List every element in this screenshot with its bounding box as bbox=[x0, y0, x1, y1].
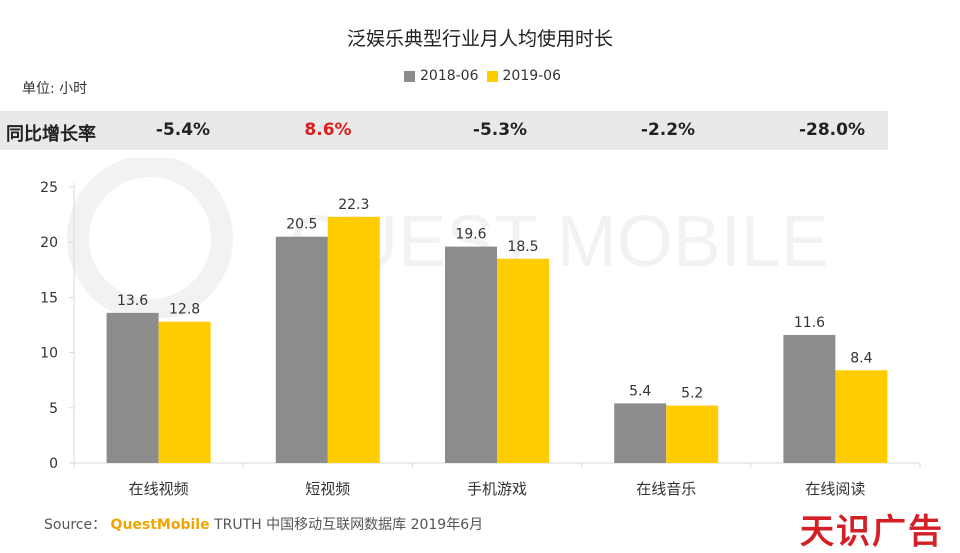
data-label: 22.3 bbox=[338, 197, 369, 213]
data-label: 19.6 bbox=[455, 227, 486, 243]
data-label: 8.4 bbox=[850, 350, 872, 366]
legend-item-2019: 2019-06 bbox=[486, 68, 562, 84]
x-tick-label: 在线音乐 bbox=[636, 480, 696, 498]
bar-2018-06-0 bbox=[106, 312, 159, 463]
x-tick-label: 手机游戏 bbox=[467, 480, 527, 498]
y-tick-label: 20 bbox=[40, 235, 58, 251]
bar-2018-06-1 bbox=[275, 236, 328, 463]
data-label: 20.5 bbox=[286, 217, 317, 233]
source-prefix: Source： bbox=[44, 517, 107, 533]
growth-value-short-video: 8.6% bbox=[304, 120, 352, 140]
data-label: 18.5 bbox=[507, 239, 538, 255]
watermark: QUEST MOBILE bbox=[67, 158, 829, 318]
x-tick-label: 在线阅读 bbox=[805, 480, 865, 498]
bar-2019-06-4 bbox=[835, 370, 888, 463]
data-label: 12.8 bbox=[169, 302, 200, 318]
x-tick-label: 短视频 bbox=[305, 480, 350, 498]
source-text: TRUTH 中国移动互联网数据库 2019年6月 bbox=[214, 517, 484, 533]
source-brand: QuestMobile bbox=[110, 517, 210, 533]
growth-label: 同比增长率 bbox=[6, 124, 96, 145]
data-label: 5.4 bbox=[629, 383, 651, 399]
legend-label-2019: 2019-06 bbox=[502, 68, 562, 84]
bar-2019-06-3 bbox=[666, 405, 719, 463]
y-tick-label: 5 bbox=[49, 401, 58, 417]
bar-2018-06-2 bbox=[445, 246, 497, 463]
y-tick-label: 25 bbox=[40, 180, 58, 196]
bar-2019-06-2 bbox=[497, 258, 549, 463]
growth-value-online-video: -5.4% bbox=[155, 120, 211, 140]
y-tick-label: 15 bbox=[40, 290, 58, 306]
x-tick-label: 在线视频 bbox=[129, 480, 189, 498]
bar-2018-06-4 bbox=[783, 334, 836, 463]
growth-value-online-reading: -28.0% bbox=[798, 120, 866, 140]
data-label: 5.2 bbox=[681, 386, 703, 402]
growth-band bbox=[0, 111, 888, 150]
legend-label-2018: 2018-06 bbox=[420, 68, 479, 84]
bar-2018-06-3 bbox=[614, 403, 667, 463]
unit-label: 单位: 小时 bbox=[22, 81, 88, 97]
legend-swatch-2019 bbox=[486, 70, 498, 82]
y-tick-label: 0 bbox=[49, 456, 58, 472]
corner-logo: 天识广告 bbox=[800, 512, 944, 552]
growth-value-mobile-game: -5.3% bbox=[472, 120, 528, 140]
bar-2019-06-1 bbox=[327, 216, 380, 463]
legend: 2018-06 2019-06 bbox=[404, 68, 561, 84]
legend-swatch-2018 bbox=[404, 70, 415, 82]
source-note: Source： QuestMobile TRUTH 中国移动互联网数据库 201… bbox=[44, 514, 483, 534]
chart-title: 泛娱乐典型行业月人均使用时长 bbox=[346, 28, 613, 50]
y-tick-label: 10 bbox=[40, 346, 58, 362]
growth-value-online-music: -2.2% bbox=[640, 120, 696, 140]
bar-2019-06-0 bbox=[158, 321, 211, 463]
legend-item-2018: 2018-06 bbox=[404, 68, 479, 84]
watermark-text: QUEST MOBILE bbox=[290, 202, 829, 282]
data-label: 13.6 bbox=[117, 293, 148, 309]
data-label: 11.6 bbox=[794, 315, 825, 331]
